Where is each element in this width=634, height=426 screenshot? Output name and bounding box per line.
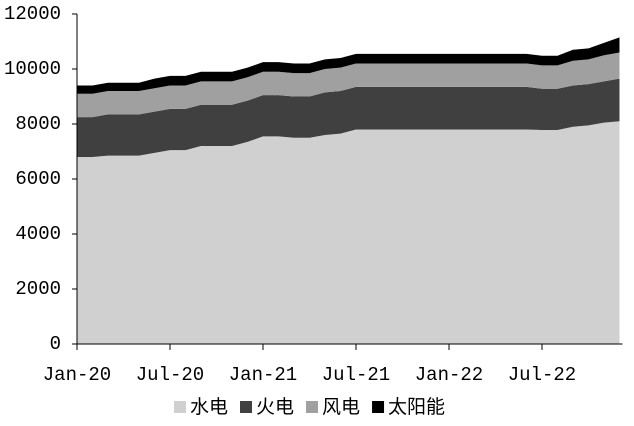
x-tick-label: Jan-22 — [415, 364, 483, 386]
legend-label: 太阳能 — [388, 396, 445, 419]
y-tick-label: 0 — [50, 333, 61, 355]
x-tick-label: Jul-20 — [136, 364, 204, 386]
y-tick-label: 10000 — [4, 58, 61, 80]
x-tick-label: Jul-22 — [508, 364, 576, 386]
y-tick-label: 2000 — [15, 278, 61, 300]
y-tick-label: 6000 — [15, 168, 61, 190]
area — [77, 121, 620, 344]
y-tick-label: 12000 — [4, 3, 61, 25]
y-tick-label: 8000 — [15, 113, 61, 135]
area — [77, 37, 620, 94]
y-tick-label: 4000 — [15, 223, 61, 245]
legend-swatch — [240, 401, 253, 413]
area — [77, 52, 620, 118]
x-tick-label: Jan-20 — [43, 364, 111, 386]
area — [77, 78, 620, 157]
legend-swatch — [306, 401, 319, 413]
legend-label: 风电 — [322, 396, 360, 419]
legend-swatch — [372, 401, 385, 413]
legend-swatch — [174, 401, 186, 413]
legend-label: 火电 — [256, 396, 294, 419]
x-tick-label: Jul-21 — [322, 364, 390, 386]
legend-label: 水电 — [190, 396, 228, 419]
x-tick-label: Jan-21 — [229, 364, 297, 386]
